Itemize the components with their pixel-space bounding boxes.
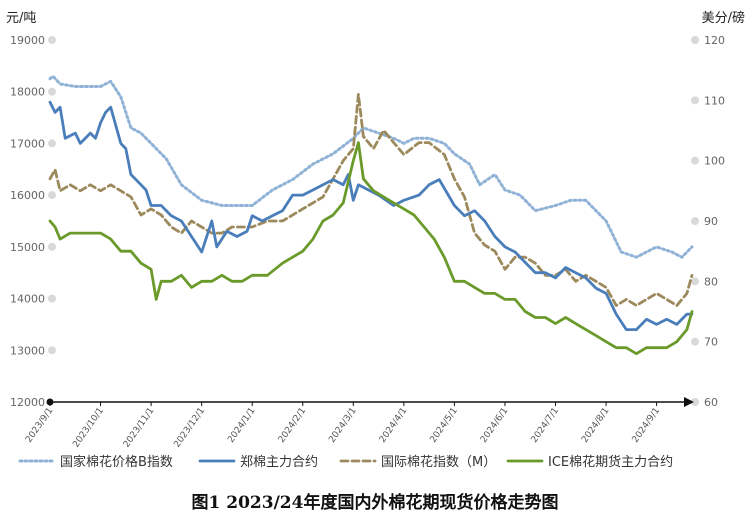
legend-label: ICE棉花期货主力合约: [548, 454, 673, 470]
left-tick-label: 13000: [10, 344, 45, 357]
left-tick-label: 15000: [10, 241, 45, 254]
left-tick-dot: [48, 139, 56, 148]
left-tick-dot: [48, 294, 56, 303]
right-tick-dot: [691, 398, 699, 406]
right-tick-dot: [691, 277, 699, 286]
x-tick-label: 2024/1/1: [226, 406, 257, 445]
left-tick-dot: [48, 242, 56, 251]
x-tick-label: 2023/10/1: [71, 406, 106, 450]
left-tick-dot: [48, 346, 56, 355]
left-tick-label: 14000: [10, 293, 45, 306]
left-axis-ticks: 19000 18000 17000 16000 15000 14000 13000 12000: [10, 34, 56, 409]
chart-title: 图1 2023/24年度国内外棉花期现货价格走势图: [191, 493, 559, 513]
right-tick-label: 60: [704, 396, 718, 409]
x-tick-label: 2024/2/1: [277, 406, 308, 445]
left-axis-unit: 元/吨: [6, 11, 36, 26]
right-tick-label: 110: [704, 94, 725, 107]
left-tick-dot: [48, 87, 56, 96]
right-tick-dot: [691, 36, 699, 44]
legend-label: 郑棉主力合约: [240, 455, 318, 470]
x-tick-label: 2024/3/1: [327, 406, 358, 445]
series-line: [48, 100, 694, 332]
legend-label: 国际棉花指数（M）: [381, 454, 496, 470]
right-axis-ticks: 120 110 100 90 80 70 60: [691, 34, 725, 409]
right-tick-dot: [691, 96, 699, 105]
series-line: [48, 74, 694, 259]
x-tick-label: 2024/6/1: [479, 406, 510, 445]
x-axis-ticks: 2023/9/1 2023/10/1 2023/11/1 2023/12/1 2024/…: [24, 402, 662, 450]
right-tick-label: 120: [704, 34, 725, 47]
series-layer: [48, 74, 694, 356]
legend: 国家棉花价格B指数 郑棉主力合约 国际棉花指数（M） ICE棉花期货主力合约: [18, 454, 673, 470]
x-tick-label: 2024/5/1: [428, 406, 459, 445]
left-tick-label: 19000: [10, 34, 45, 47]
x-tick-label: 2024/4/1: [378, 406, 409, 445]
left-tick-label: 17000: [10, 137, 45, 150]
right-tick-dot: [691, 217, 699, 225]
series-line: [48, 92, 694, 307]
right-tick-label: 90: [704, 215, 718, 228]
x-tick-label: 2023/11/1: [122, 406, 157, 450]
right-tick-label: 70: [704, 336, 718, 349]
left-tick-dot: [48, 36, 56, 44]
x-tick-label: 2024/9/1: [631, 406, 662, 445]
x-tick-label: 2023/9/1: [24, 406, 55, 445]
left-tick-dot: [48, 191, 56, 200]
right-axis-unit: 美分/磅: [702, 10, 745, 26]
x-tick-label: 2023/12/1: [172, 406, 207, 450]
series-line: [48, 141, 694, 356]
right-tick-dot: [691, 337, 699, 346]
left-tick-label: 12000: [10, 396, 45, 409]
x-tick-label: 2024/7/1: [530, 406, 561, 445]
right-tick-label: 80: [704, 275, 718, 288]
x-tick-label: 2024/8/1: [580, 406, 611, 445]
left-tick-label: 16000: [10, 189, 45, 202]
right-tick-dot: [691, 156, 699, 165]
left-tick-label: 18000: [10, 86, 45, 99]
legend-label: 国家棉花价格B指数: [60, 454, 173, 470]
x-axis-arrow: [684, 397, 694, 407]
right-tick-label: 100: [704, 155, 725, 168]
